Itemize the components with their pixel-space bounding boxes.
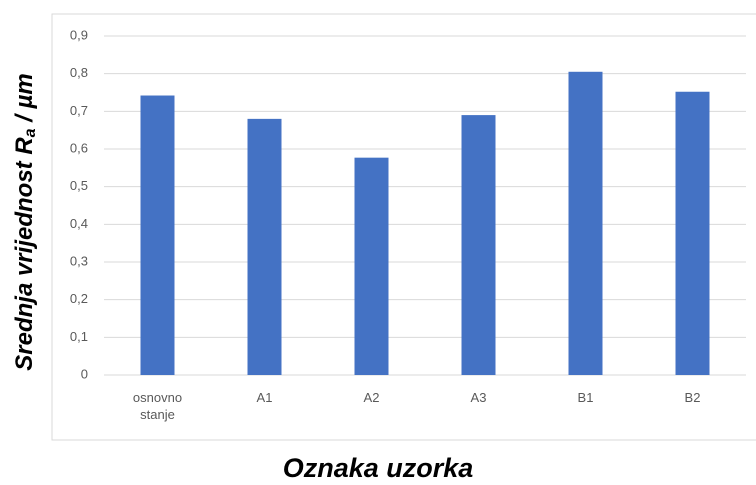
bar [140,95,175,375]
y-axis-title-sub: a [22,128,39,137]
y-tick-label: 0,5 [70,178,88,193]
y-axis-title-unit: / µm [11,73,38,128]
x-tick-label: B1 [577,390,594,405]
y-tick-label: 0,1 [70,329,88,344]
x-tick-label: A3 [470,390,487,405]
y-tick-label: 0,4 [70,216,88,231]
chart-border [51,13,756,441]
x-tick-label: B2 [684,390,701,405]
y-axis-title-main: Srednja vrijednost R [11,137,38,371]
y-tick-label: 0,2 [70,291,88,306]
y-tick-label: 0,3 [70,253,88,268]
bar [568,71,603,376]
x-tick-label: A2 [363,390,380,405]
y-axis-title: Srednja vrijednost Ra / µm [11,73,39,370]
y-tick-label: 0,8 [70,65,88,80]
bar [461,115,496,375]
bar [354,157,389,375]
bar [247,118,282,375]
bar [675,91,710,375]
x-tick-label: A1 [256,390,273,405]
y-tick-label: 0,9 [70,27,88,42]
y-tick-label: 0,6 [70,140,88,155]
y-tick-label: 0,7 [70,103,88,118]
x-axis-title: Oznaka uzorka [283,453,474,483]
y-tick-label: 0 [81,366,88,381]
x-tick-label: osnovno stanje [132,390,183,422]
